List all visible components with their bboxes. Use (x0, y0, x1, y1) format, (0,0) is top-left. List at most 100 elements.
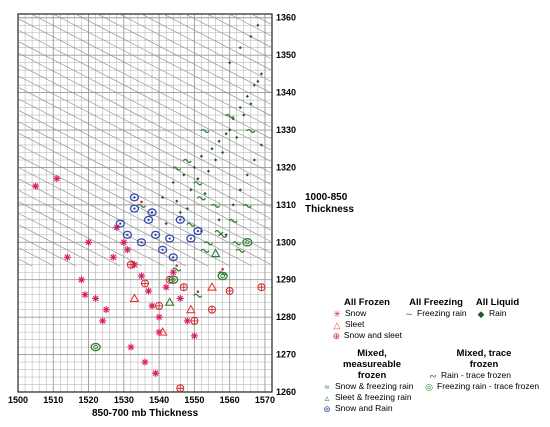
data-point (82, 291, 88, 298)
rain-icon: ◆ (477, 308, 485, 319)
legend-item-rain-trace: ∾ Rain - trace frozen (424, 370, 544, 381)
legend-mixed-trace: Mixed, trace frozen ∾ Rain - trace frozen… (424, 348, 544, 392)
y-tick-labels: 1260 1270 1280 1290 1300 1310 1320 1330 1340 1350… (276, 13, 296, 397)
sleet-icon: △ (333, 319, 341, 330)
diagonal-line (18, 109, 272, 243)
data-point (156, 302, 163, 309)
legend-label: Freezing rain - trace frozen (437, 381, 540, 391)
data-point (258, 284, 265, 291)
data-point (147, 208, 157, 217)
data-point (140, 241, 143, 244)
series-rain-trace-frozen (200, 229, 242, 253)
data-point (119, 222, 122, 225)
y-tick-label: 1320 (276, 162, 296, 172)
data-point (110, 254, 117, 261)
data-point (179, 283, 188, 292)
data-point (207, 282, 217, 291)
data-point (126, 260, 135, 269)
data-point (196, 229, 200, 233)
diagonal-line (30, 14, 272, 140)
data-point (157, 327, 168, 336)
x-tick-label: 1560 (220, 395, 240, 405)
x-tick-label: 1570 (255, 395, 275, 405)
data-point (225, 113, 235, 119)
series-snow (32, 175, 198, 377)
diagonal-line (18, 166, 209, 267)
data-point (113, 224, 120, 231)
y-tick-label: 1340 (276, 88, 296, 98)
data-point (168, 253, 178, 262)
data-point (164, 297, 175, 306)
legend-heading: All Freezing (409, 297, 463, 308)
data-point (228, 128, 232, 132)
diagonal-line (290, 0, 550, 266)
diagonal-line (18, 258, 33, 267)
data-point (64, 254, 71, 261)
diagonal-line (18, 86, 272, 220)
data-point (184, 318, 191, 324)
diagonal-line (18, 246, 55, 267)
legend-item-snow-sleet: ⊕ Snow and sleet (332, 330, 402, 341)
data-point (120, 239, 127, 246)
data-point (161, 248, 164, 251)
data-point (129, 193, 140, 202)
data-point (228, 218, 238, 223)
series-snow-and-rain (115, 193, 203, 262)
diagonal-line (334, 0, 550, 266)
data-point (126, 233, 129, 237)
data-point (193, 227, 203, 236)
data-point (208, 305, 217, 314)
legend-all-liquid: All Liquid ◆ Rain (470, 297, 525, 319)
data-point (180, 284, 187, 291)
data-point (217, 271, 228, 281)
data-point (175, 215, 185, 224)
data-point (200, 248, 210, 253)
legend-label: Sleet (345, 319, 365, 329)
data-point (249, 102, 253, 106)
data-point (32, 183, 39, 190)
data-point (218, 271, 228, 276)
data-point (143, 215, 154, 224)
data-point (172, 267, 182, 272)
diagonal-line (18, 143, 253, 267)
data-point (156, 314, 162, 321)
data-point (235, 135, 239, 140)
data-point (259, 72, 264, 76)
data-point (200, 128, 210, 134)
data-point (231, 203, 235, 207)
y-tick-label: 1310 (276, 200, 296, 210)
diagonal-line (18, 224, 99, 267)
data-point (165, 275, 174, 284)
data-point (171, 180, 175, 185)
data-point (246, 128, 256, 134)
series-sleet-freezing-rain (164, 248, 221, 306)
y-axis-title-text: 1000-850 Thickness (305, 192, 354, 215)
data-point (185, 304, 196, 314)
data-point (124, 246, 131, 253)
legend-item-sleet-fr: ▵ Sleet & freezing rain (322, 392, 422, 403)
x-tick-label: 1540 (149, 395, 169, 405)
legend-item-snow-rain: ⊛ Snow and Rain (322, 403, 422, 414)
data-points (32, 23, 266, 393)
legend-all-frozen: All Frozen ✳ Snow △ Sleet ⊕ Snow and sleet (332, 297, 402, 341)
data-point (196, 196, 206, 201)
y-tick-label: 1280 (276, 312, 296, 322)
data-point (170, 269, 177, 276)
legend-heading: Mixed, measureable frozen (342, 348, 402, 381)
data-point (257, 283, 266, 292)
diagonal-line (18, 41, 272, 174)
data-point (164, 221, 168, 226)
data-point (170, 277, 176, 282)
data-point (161, 195, 165, 199)
diagonal-line (184, 14, 272, 60)
data-point (221, 267, 224, 271)
y-tick-label: 1290 (276, 275, 296, 285)
diagonal-line (18, 29, 272, 163)
legend-all-freezing: All Freezing ∼ Freezing rain (404, 297, 468, 319)
data-point (92, 295, 99, 302)
data-point (190, 316, 199, 325)
data-point (203, 241, 214, 246)
data-point (103, 306, 110, 313)
data-point (140, 200, 143, 204)
